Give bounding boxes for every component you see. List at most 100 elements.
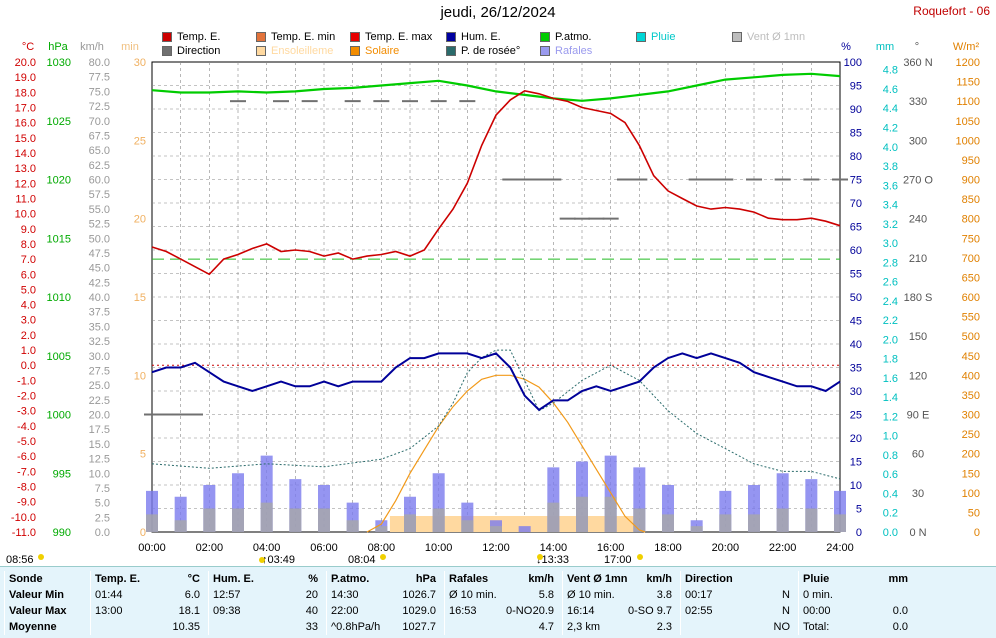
rain-tick-label: 3.6 (883, 180, 898, 192)
stats-col-wind: Vent Ø 1mn km/h Ø 10 min. 3.8 16:14 0-SO 9.… (562, 571, 678, 635)
temp-unit: °C (22, 41, 34, 53)
rain-tick-label: 1.4 (883, 392, 898, 404)
wind-bar (490, 526, 502, 532)
hum-max-time: 09:38 (213, 605, 241, 617)
dir-tick-label: 180 S (904, 292, 933, 304)
time-marker-dot (637, 554, 643, 560)
rain-total-value: 0.0 (892, 621, 908, 633)
legend-swatch (540, 32, 550, 42)
legend-swatch (732, 32, 742, 42)
legend-item: Direction (162, 45, 220, 57)
press-unit: hPa (48, 41, 68, 53)
stats-header-hum: Hum. E. (213, 573, 254, 585)
wind-tick-label: 70.0 (89, 116, 110, 128)
temp-tick-label: 8.0 (21, 239, 36, 251)
temp-tick-label: 6.0 (21, 269, 36, 281)
dir-max-time: 02:55 (685, 605, 713, 617)
temp-tick-label: 4.0 (21, 300, 36, 312)
press-max-value: 1029.0 (402, 605, 436, 617)
hum-tick-label: 80 (850, 151, 862, 163)
dir-tick-label: 360 N (903, 57, 932, 69)
temp-tick-label: 20.0 (15, 57, 36, 69)
temp-tick-label: 18.0 (15, 87, 36, 99)
rain-tick-label: 1.6 (883, 373, 898, 385)
solar-tick-label: 1000 (956, 135, 980, 147)
legend-swatch (446, 32, 456, 42)
wind-bar (805, 508, 818, 532)
temp-tick-label: 9.0 (21, 224, 36, 236)
solar-tick-label: 700 (962, 253, 980, 265)
rain-unit: mm (876, 41, 894, 53)
press-tick-label: 1005 (47, 351, 71, 363)
stats-col-press: P.atmo. hPa 14:30 1026.7 22:00 1029.0 ^0.8h… (326, 571, 442, 635)
rain-tick-label: 4.0 (883, 142, 898, 154)
legend-swatch (540, 46, 550, 56)
dir-tick-label: 210 (909, 253, 927, 265)
stats-header-rain: Pluie (803, 573, 830, 585)
x-tick-label: 06:00 (310, 542, 338, 554)
temp-tick-label: -6.0 (17, 451, 36, 463)
x-tick-label: 20:00 (712, 542, 740, 554)
wind-bar (404, 514, 416, 532)
legend-item: Temp. E. max (350, 31, 432, 43)
gust-bar (518, 526, 531, 532)
press-tick-label: 995 (53, 468, 71, 480)
wind-tick-label: 62.5 (89, 160, 110, 172)
wind-tick-label: 47.5 (89, 248, 110, 260)
humidity-line (151, 352, 841, 412)
press-tick-label: 1010 (47, 292, 71, 304)
temp-tick-label: -3.0 (17, 406, 36, 418)
gust-max-time: 16:53 (449, 605, 477, 617)
dir-tick-label: 150 (909, 331, 927, 343)
wind-tick-label: 0.0 (95, 527, 110, 539)
wind-max-value: 0-SO 9.7 (627, 605, 672, 617)
wind-bar (432, 508, 445, 532)
wind-bar (146, 514, 158, 532)
wind-bar (375, 526, 388, 532)
wind-tick-label: 65.0 (89, 145, 110, 157)
press-tick-label: 1025 (47, 116, 71, 128)
solar-tick-label: 650 (962, 272, 980, 284)
wind-tick-label: 60.0 (89, 175, 110, 187)
dir-avg-value: NO (773, 621, 791, 633)
station-name: Roquefort - 06 (913, 4, 990, 18)
legend-item: Vent Ø 1mn (732, 31, 805, 43)
x-tick-label: 00:00 (138, 542, 166, 554)
dir-unit: ° (915, 41, 919, 53)
stats-col-temp: Temp. E. °C 01:44 6.0 13:00 18.1 10.35 (90, 571, 206, 635)
wind-tick-label: 72.5 (89, 101, 110, 113)
hum-unit: % (841, 41, 851, 53)
press-tick-label: 1030 (47, 57, 71, 69)
temp-avg-value: 10.35 (172, 621, 200, 633)
legend-label: P. de rosée° (461, 45, 521, 57)
temp-tick-label: -1.0 (17, 375, 36, 387)
wind-tick-label: 20.0 (89, 410, 110, 422)
wind-bar (633, 508, 646, 532)
temp-tick-label: -11.0 (12, 527, 36, 539)
solar-tick-label: 100 (962, 488, 980, 500)
rain-tick-label: 4.4 (883, 103, 898, 115)
stats-header-sonde: Sonde (9, 573, 43, 585)
solar-tick-label: 1150 (956, 77, 980, 89)
hum-tick-label: 85 (850, 128, 862, 140)
x-tick-label: 02:00 (196, 542, 224, 554)
stats-unit-rain: mm (888, 573, 908, 585)
temp-tick-label: -2.0 (17, 391, 36, 403)
wind-bar (232, 508, 244, 532)
legend-label: Ensoleilleme (271, 45, 334, 57)
legend-label: Hum. E. (461, 31, 501, 43)
legend-label: Temp. E. min (271, 31, 336, 43)
wind-tick-label: 67.5 (89, 130, 110, 142)
solar-tick-label: 1100 (956, 96, 980, 108)
press-min-value: 1026.7 (402, 589, 436, 601)
wind-tick-label: 45.0 (89, 263, 110, 275)
legend-item: Pluie (636, 31, 675, 43)
x-tick-label: 16:00 (597, 542, 625, 554)
rain-tick-label: 3.8 (883, 161, 898, 173)
rain-tick-label: 2.2 (883, 315, 898, 327)
temp-tick-label: 17.0 (15, 102, 36, 114)
gust-max-value: 20.9 (532, 605, 554, 617)
dir-tick-label: 240 (909, 214, 927, 226)
wind-tick-label: 37.5 (89, 307, 110, 319)
hum-tick-label: 10 (850, 480, 862, 492)
